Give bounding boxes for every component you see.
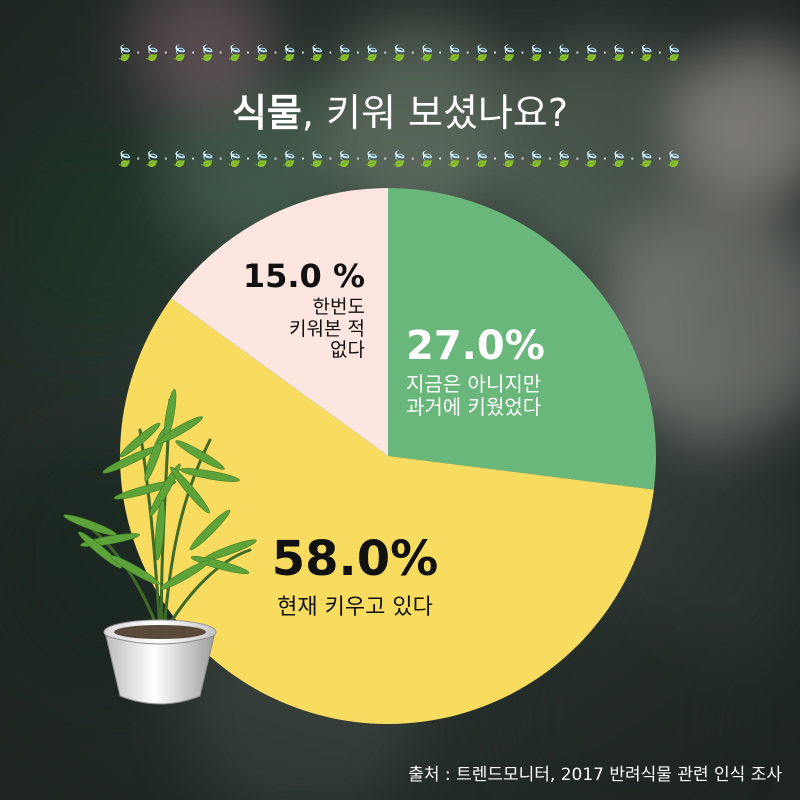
slice-text-never-2: 키워본 적 (289, 317, 365, 340)
slice-pct-never: 15.0 % (242, 257, 365, 295)
source-caption: 출처 : 트렌드모니터, 2017 반려식물 관련 인식 조사 (408, 765, 782, 785)
slice-pct-current: 58.0% (271, 531, 439, 587)
leaf-ornament-row-top: 🍃·🍃·🍃·🍃·🍃·🍃·🍃·🍃·🍃·🍃·🍃·🍃·🍃·🍃·🍃·🍃·🍃·🍃·🍃·🍃·… (115, 44, 685, 62)
slice-label-past: 27.0% 지금은 아니지만 과거에 키웠었다 (406, 323, 545, 419)
slice-label-current: 58.0% 현재 키우고 있다 (255, 531, 455, 621)
slice-pct-past: 27.0% (406, 323, 545, 369)
slice-text-never-1: 한번도 (312, 295, 365, 318)
slice-text-past-1: 지금은 아니지만 (406, 372, 542, 396)
pie-slice-past (388, 188, 656, 490)
pie-slice-current (119, 298, 654, 724)
page-title: 식물, 키워 보셨나요? (0, 82, 800, 137)
slice-text-never-3: 없다 (330, 339, 365, 362)
title-bold-text: 식물 (231, 91, 302, 135)
leaf-ornament-row-bottom: 🍃·🍃·🍃·🍃·🍃·🍃·🍃·🍃·🍃·🍃·🍃·🍃·🍃·🍃·🍃·🍃·🍃·🍃·🍃·🍃·… (115, 150, 685, 168)
title-rest-text: , 키워 보셨나요? (301, 91, 569, 135)
pie-slice-never (171, 188, 388, 456)
potted-plant-illustration (63, 389, 257, 705)
slice-label-never: 15.0 % 한번도 키워본 적 없다 (240, 258, 365, 362)
slice-text-current: 현재 키우고 있다 (277, 595, 433, 621)
slice-text-past-2: 과거에 키웠었다 (406, 395, 542, 419)
